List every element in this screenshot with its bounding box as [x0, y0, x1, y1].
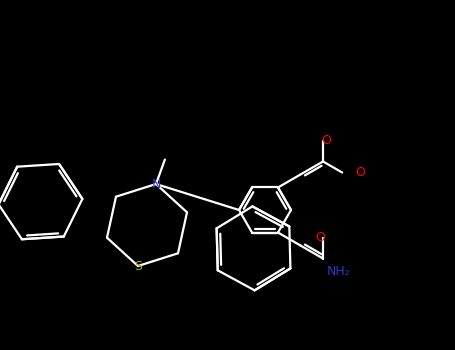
Text: S: S: [134, 259, 142, 273]
Text: O: O: [321, 134, 331, 147]
Text: N: N: [152, 177, 161, 190]
Text: O: O: [315, 231, 325, 244]
Text: NH₂: NH₂: [327, 265, 350, 278]
Text: O: O: [355, 166, 365, 179]
